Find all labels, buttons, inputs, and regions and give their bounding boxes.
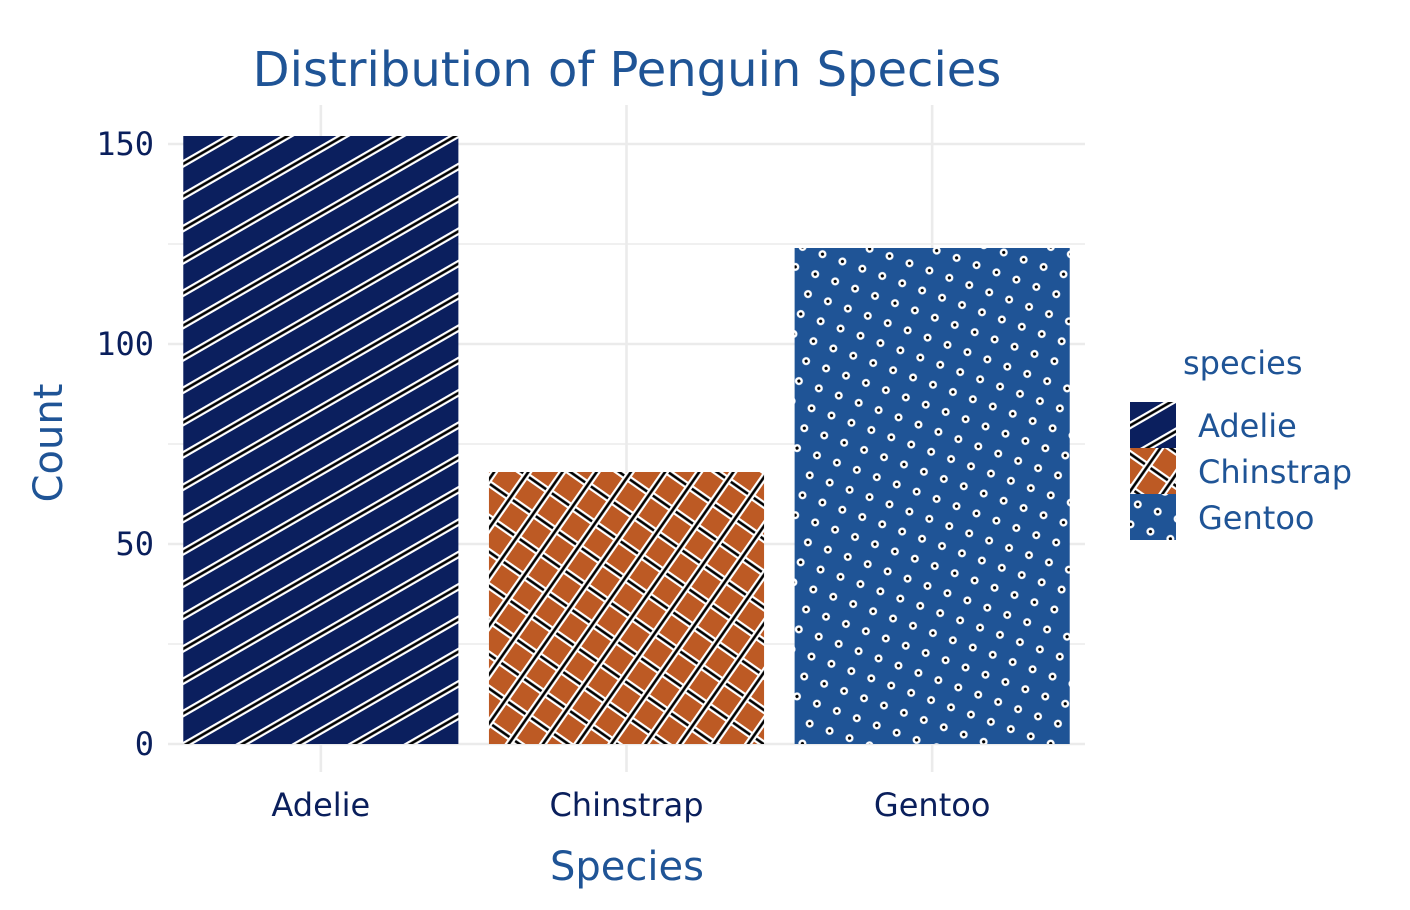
legend-title: species xyxy=(1183,344,1303,382)
x-axis-title: Species xyxy=(550,844,704,890)
legend-label: Chinstrap xyxy=(1198,453,1352,491)
legend-label: Gentoo xyxy=(1198,499,1314,537)
legend-label: Adelie xyxy=(1198,407,1297,445)
y-axis-title: Count xyxy=(26,384,72,503)
y-tick-label: 150 xyxy=(96,125,154,163)
y-axis-ticks: 0 50 100 150 xyxy=(96,125,154,763)
legend-key-adelie xyxy=(1130,402,1176,448)
x-tick-label: Adelie xyxy=(271,786,370,824)
y-tick-label: 100 xyxy=(96,325,154,363)
legend: species Adelie Chinstrap Gentoo xyxy=(1130,344,1352,540)
y-tick-label: 50 xyxy=(115,525,154,563)
bar-adelie xyxy=(183,136,459,744)
bar-gentoo xyxy=(794,248,1070,744)
bars xyxy=(183,136,1070,744)
y-tick-label: 0 xyxy=(135,725,154,763)
x-tick-label: Chinstrap xyxy=(549,786,703,824)
bar-chinstrap xyxy=(488,472,765,744)
x-tick-label: Gentoo xyxy=(874,786,990,824)
legend-key-chinstrap xyxy=(1130,448,1176,494)
x-axis-ticks: Adelie Chinstrap Gentoo xyxy=(271,786,990,824)
legend-key-gentoo xyxy=(1130,494,1176,540)
chart-title: Distribution of Penguin Species xyxy=(253,42,1002,98)
